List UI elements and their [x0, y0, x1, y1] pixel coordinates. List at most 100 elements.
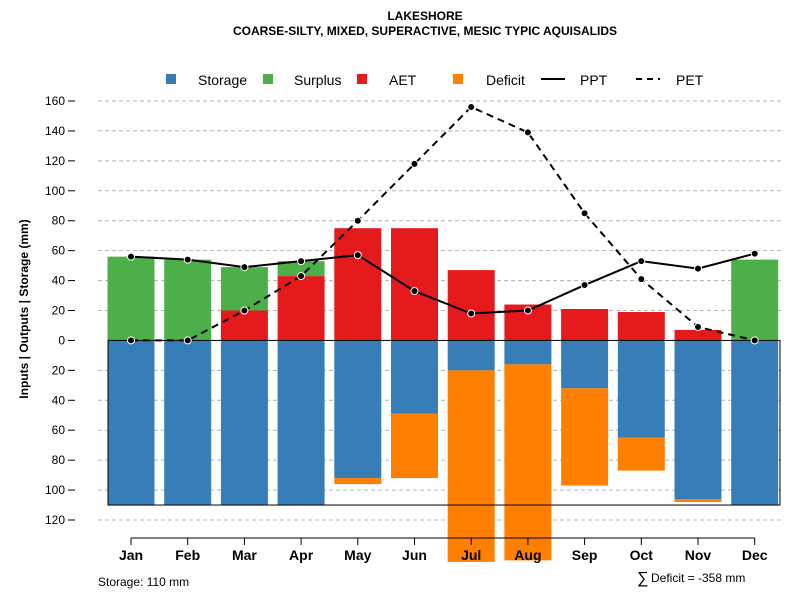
x-tick-label-mar: Mar: [232, 547, 257, 563]
storage-bar-feb: [164, 340, 212, 506]
storage-bar-jun: [391, 340, 438, 414]
y-tick-label: 20: [52, 304, 66, 318]
ppt-point-may: [353, 251, 362, 260]
bars: [107, 228, 779, 562]
y-tick-label: 60: [52, 244, 66, 258]
y-tick-label: 120: [45, 513, 65, 527]
y-tick-label: 80: [52, 214, 66, 228]
y-tick-label: 80: [52, 453, 66, 467]
y-tick-label: 40: [52, 274, 66, 288]
legend-swatch-storage: [166, 74, 176, 84]
x-tick-label-feb: Feb: [175, 547, 200, 563]
aet-bar-apr: [277, 276, 325, 341]
x-tick-label-may: May: [344, 547, 371, 563]
ppt-line: [130, 252, 755, 315]
storage-bar-dec: [731, 340, 779, 506]
aet-bar-nov: [674, 329, 722, 341]
deficit-bar-jul: [447, 370, 495, 562]
pet-point-apr: [297, 272, 306, 281]
aet-bar-jun: [391, 228, 438, 341]
ppt-point-dec: [750, 249, 759, 258]
surplus-bar-mar: [220, 267, 268, 311]
y-tick-label: 40: [52, 393, 66, 407]
storage-bar-apr: [277, 340, 325, 506]
pet-point-feb: [183, 336, 192, 345]
ppt-point-oct: [637, 257, 646, 266]
surplus-bar-jan: [107, 256, 155, 341]
ppt-point-apr: [297, 257, 306, 266]
legend-label-deficit: Deficit: [486, 72, 525, 88]
pet-point-jan: [127, 336, 135, 345]
pet-point-jun: [410, 159, 419, 168]
legend-swatch-surplus: [263, 74, 273, 84]
ppt-point-feb: [183, 255, 192, 264]
x-tick-label-jun: Jun: [402, 547, 427, 563]
x-tick-label-nov: Nov: [685, 547, 712, 563]
ppt-point-jul: [467, 309, 476, 318]
deficit-bar-oct: [617, 437, 665, 471]
storage-bar-oct: [617, 340, 665, 438]
legend-label-pet: PET: [676, 72, 704, 88]
x-tick-label-jul: Jul: [461, 547, 481, 563]
aet-bar-mar: [220, 310, 268, 341]
pet-line: [131, 105, 755, 342]
pet-point-sep: [580, 209, 589, 218]
storage-bar-nov: [674, 340, 722, 500]
y-tick-label: 0: [58, 333, 65, 347]
y-tick-label: 120: [45, 154, 65, 168]
surplus-bar-feb: [164, 259, 212, 341]
legend: Storage Surplus AET Deficit PPT PET: [166, 72, 704, 88]
legend-swatch-aet: [357, 74, 367, 84]
aet-bar-oct: [617, 311, 665, 341]
y-tick-label: 140: [45, 124, 65, 138]
legend-label-aet: AET: [389, 72, 417, 88]
storage-capacity-box: [107, 339, 781, 506]
pet-point-nov: [694, 322, 702, 331]
storage-bar-mar: [220, 340, 268, 506]
legend-label-ppt: PPT: [580, 72, 608, 88]
x-tick-label-aug: Aug: [514, 547, 541, 563]
x-tick-label-apr: Apr: [289, 547, 314, 563]
ppt-point-sep: [580, 281, 589, 290]
deficit-bar-sep: [561, 388, 609, 486]
x-tick-label-jan: Jan: [119, 547, 143, 563]
surplus-bar-apr: [277, 261, 325, 277]
legend-label-storage: Storage: [198, 72, 247, 88]
x-tick-label-oct: Oct: [630, 547, 654, 563]
grid-lines: [98, 100, 784, 521]
legend-label-surplus: Surplus: [294, 72, 341, 88]
y-axis-label: Inputs | Outputs | Storage (mm): [17, 219, 31, 398]
y-tick-label: 160: [45, 94, 65, 108]
pet-point-oct: [637, 275, 646, 284]
x-tick-label-sep: Sep: [572, 547, 598, 563]
storage-frame: [107, 339, 781, 506]
ppt-point-nov: [694, 264, 702, 273]
ppt-point-aug: [523, 306, 532, 315]
ppt-point-mar: [240, 263, 249, 272]
legend-swatch-deficit: [453, 74, 463, 84]
deficit-bar-may: [334, 478, 382, 485]
storage-footer: Storage: 110 mm: [98, 575, 189, 589]
storage-bar-jan: [107, 340, 155, 506]
ppt-point-jan: [127, 252, 135, 261]
pet-point-may: [353, 216, 362, 225]
y-tick-label: 60: [52, 423, 66, 437]
deficit-bar-jun: [391, 413, 438, 479]
storage-bar-sep: [561, 340, 609, 389]
deficit-footer: Deficit = -358 mm: [651, 571, 745, 585]
pet-point-aug: [523, 128, 532, 137]
lines: [127, 102, 759, 345]
pet-point-jul: [467, 102, 476, 111]
storage-bar-jul: [447, 340, 495, 371]
pet-point-dec: [750, 336, 759, 345]
sum-symbol: ∑: [637, 570, 648, 587]
storage-bar-aug: [504, 340, 552, 365]
deficit-bar-aug: [504, 364, 552, 561]
aet-bar-may: [334, 228, 382, 341]
x-tick-label-dec: Dec: [742, 547, 768, 563]
aet-bar-sep: [561, 309, 609, 341]
surplus-bar-dec: [731, 259, 779, 341]
y-tick-label: 20: [52, 363, 66, 377]
pet-point-mar: [240, 306, 249, 315]
deficit-bar-nov: [674, 499, 722, 503]
